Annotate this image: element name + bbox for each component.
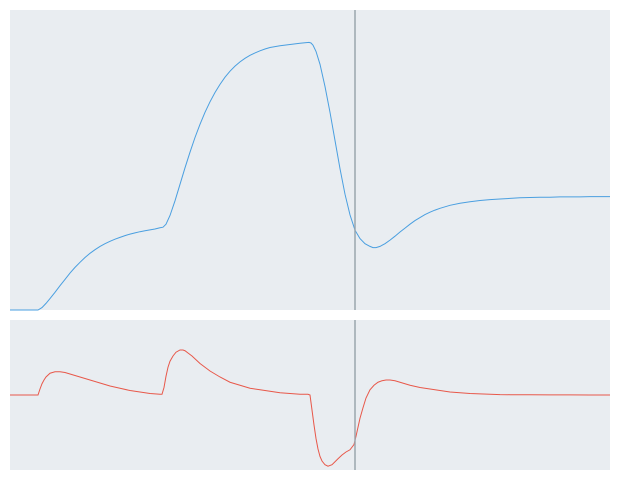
- top-plot-area: [10, 10, 610, 310]
- position-series-line: [10, 41, 610, 311]
- bottom-chart-panel: [10, 320, 610, 470]
- velocity-series-line: [10, 349, 610, 467]
- top-chart-panel: [10, 10, 610, 311]
